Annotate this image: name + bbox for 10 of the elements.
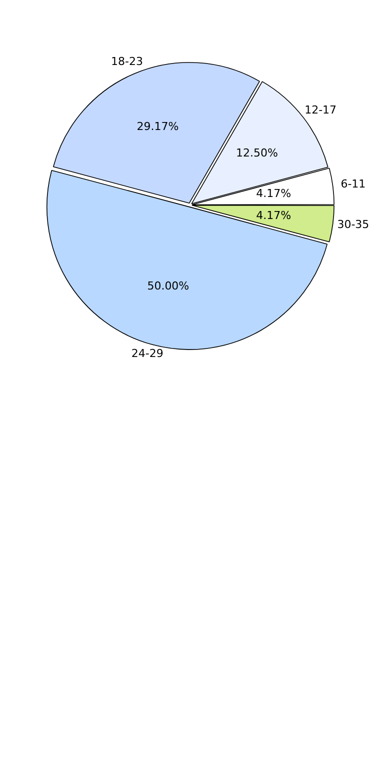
- data-label: 29.17%: [136, 120, 179, 133]
- data-label: 4.17%: [256, 186, 292, 200]
- data-label: 50.00%: [147, 279, 190, 292]
- slice-label: 24-29: [131, 347, 164, 360]
- slice-label: 30-35: [337, 218, 370, 232]
- slice-label: 12-17: [304, 104, 337, 117]
- slice-label: 18-23: [111, 55, 143, 68]
- slice-label: 6-11: [340, 178, 366, 191]
- data-label: 12.50%: [236, 146, 278, 160]
- data-label: 4.17%: [256, 208, 292, 222]
